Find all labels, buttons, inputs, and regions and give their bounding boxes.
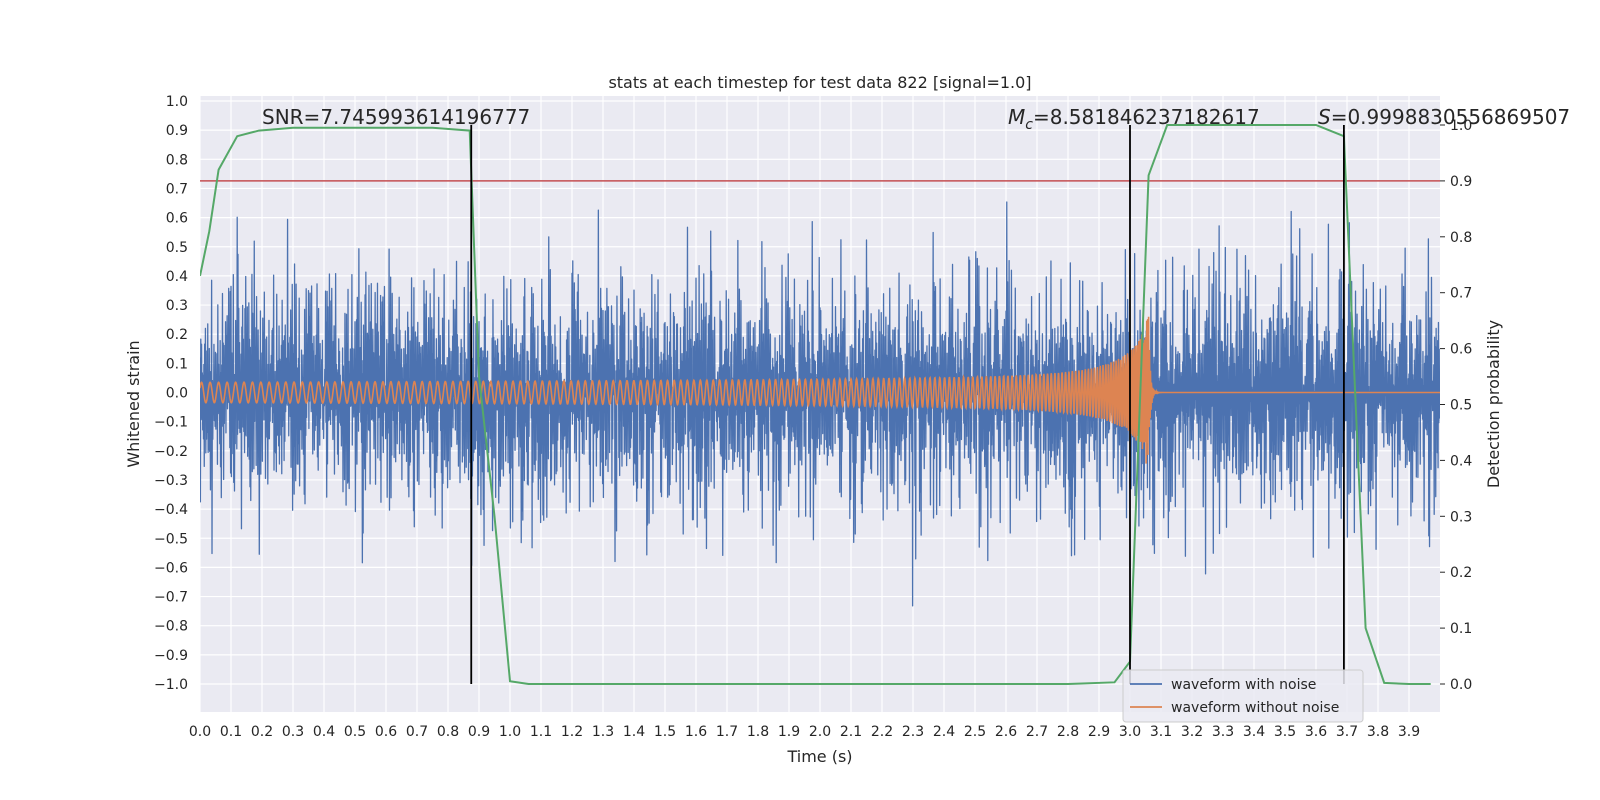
y-tick-label: −1.0 [154,677,188,693]
x-tick-label: 0.4 [313,724,335,740]
x-tick-label: 2.0 [809,724,831,740]
y-tick-label: −0.6 [154,560,188,576]
legend-box [1122,669,1364,723]
y-tick-label: 0.0 [166,386,188,402]
y-tick-label: −0.8 [154,619,188,635]
y-tick-label: −0.2 [154,444,188,460]
y-tick-label: −0.5 [154,531,188,547]
x-tick-label: 0.6 [375,724,397,740]
x-tick-label: 2.9 [1088,724,1110,740]
x-tick-label: 2.2 [871,724,893,740]
y-right-tick-label: 0.9 [1450,174,1472,190]
x-tick-label: 2.6 [995,724,1017,740]
x-tick-label: 3.9 [1398,724,1420,740]
x-tick-label: 1.3 [592,724,614,740]
x-tick-label: 0.7 [406,724,428,740]
y-tick-label: 0.8 [166,152,188,168]
x-tick-label: 3.8 [1367,724,1389,740]
y-tick-label: 0.6 [166,211,188,227]
chart-title: stats at each timestep for test data 822… [608,73,1031,92]
x-axis-label: Time (s) [786,747,852,766]
chirp-mass-annotation: Mc=8.581846237182617 [1008,105,1260,133]
x-tick-label: 3.4 [1243,724,1265,740]
x-tick-label: 0.2 [251,724,273,740]
x-tick-label: 3.5 [1274,724,1296,740]
x-tick-label: 2.1 [840,724,862,740]
y-right-tick-label: 0.6 [1450,342,1472,358]
x-tick-label: 1.6 [685,724,707,740]
detection-probability-line [200,124,1431,685]
y-right-tick-label: 0.8 [1450,230,1472,246]
y-right-tick-label: 0.3 [1450,509,1472,525]
y-axis-label: Whitened strain [124,340,143,467]
x-tick-label: 1.1 [530,724,552,740]
x-tick-label: 0.5 [344,724,366,740]
x-tick-label: 2.8 [1057,724,1079,740]
clean-waveform-line [200,316,1440,464]
x-tick-label: 1.4 [623,724,645,740]
legend-label-noise: waveform with noise [1171,677,1316,693]
noise-waveform-line [200,201,1440,607]
x-tick-label: 0.9 [468,724,490,740]
x-tick-label: 0.3 [282,724,304,740]
x-tick-label: 2.3 [902,724,924,740]
x-tick-label: 3.3 [1212,724,1234,740]
y-right-tick-label: 0.1 [1450,621,1472,637]
x-tick-label: 3.6 [1305,724,1327,740]
x-tick-label: 1.0 [499,724,521,740]
score-annotation: S=0.9998830556869507 [1318,105,1570,129]
y-tick-label: 0.9 [166,123,188,139]
y-tick-label: −0.4 [154,502,188,518]
x-tick-label: 2.7 [1026,724,1048,740]
x-tick-label: 0.1 [220,724,242,740]
x-tick-label: 2.4 [933,724,955,740]
y-right-axis-label: Detection probability [1484,320,1503,488]
y-tick-label: 0.7 [166,181,188,197]
y-tick-label: −0.1 [154,415,188,431]
y-tick-label: 0.1 [166,356,188,372]
y-tick-label: 0.3 [166,298,188,314]
y-tick-label: 1.0 [166,94,188,110]
y-tick-label: 0.2 [166,327,188,343]
snr-annotation: SNR=7.745993614196777 [262,105,530,129]
ticks: 0.0 0.1 0.2 0.3 0.4 0.5 0.6 0.7 0.8 0.9 1.0 1.1 1.2 1… [154,94,1472,740]
y-right-tick-label: 0.5 [1450,398,1472,414]
y-right-tick-label: 1.0 [1450,118,1472,134]
legend-label-clean: waveform without noise [1171,700,1339,716]
x-tick-label: 1.7 [716,724,738,740]
x-tick-label: 0.0 [189,724,211,740]
x-tick-label: 1.2 [561,724,583,740]
y-tick-label: −0.7 [154,590,188,606]
y-tick-label: −0.3 [154,473,188,489]
series-layer [200,124,1440,685]
x-tick-label: 1.9 [778,724,800,740]
x-tick-label: 0.8 [437,724,459,740]
y-right-tick-label: 0.0 [1450,677,1472,693]
y-right-tick-label: 0.4 [1450,453,1472,469]
x-tick-label: 1.5 [654,724,676,740]
y-tick-label: 0.4 [166,269,188,285]
x-tick-label: 2.5 [964,724,986,740]
x-tick-label: 3.7 [1336,724,1358,740]
legend: waveform with noise waveform without noi… [1122,669,1364,723]
y-right-tick-label: 0.7 [1450,286,1472,302]
y-tick-label: −0.9 [154,648,188,664]
x-tick-label: 1.8 [747,724,769,740]
x-tick-label: 3.2 [1181,724,1203,740]
y-right-tick-label: 0.2 [1450,565,1472,581]
y-tick-label: 0.5 [166,240,188,256]
x-tick-label: 3.0 [1119,724,1141,740]
x-tick-label: 3.1 [1150,724,1172,740]
